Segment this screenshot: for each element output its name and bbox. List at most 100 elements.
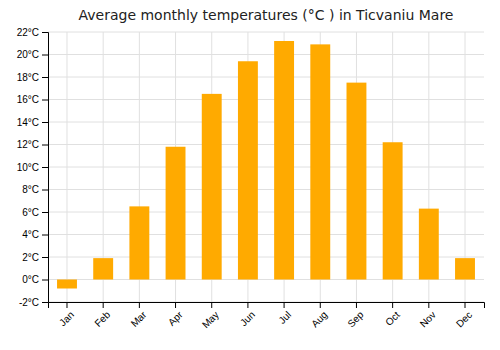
x-tick: Apr xyxy=(166,302,185,328)
x-tick-label: May xyxy=(200,309,221,330)
x-tick-mark xyxy=(103,302,104,308)
y-tick-mark xyxy=(42,235,48,236)
y-axis: -2°C0°C2°C4°C6°C8°C10°C12°C14°C16°C18°C2… xyxy=(17,27,49,308)
x-tick: Sep xyxy=(345,302,366,329)
x-tick-mark xyxy=(175,302,176,308)
y-tick: 12°C xyxy=(17,139,48,150)
x-tick-mark xyxy=(320,302,321,308)
x-axis: Jan Feb Mar Apr May Jun Jul Aug Sep Oct Nov Dec xyxy=(49,302,485,330)
y-tick: 20°C xyxy=(17,49,48,60)
x-tick: Feb xyxy=(92,302,112,329)
y-tick-mark xyxy=(42,100,48,101)
bar xyxy=(274,41,294,280)
y-tick-label: 4°C xyxy=(22,229,39,240)
x-tick: Nov xyxy=(418,302,438,329)
x-axis-line xyxy=(49,303,485,309)
y-axis-line xyxy=(42,33,49,303)
x-tick-label: Oct xyxy=(383,309,402,328)
grid-line-y xyxy=(48,189,484,190)
grid-line-y xyxy=(48,257,484,258)
plot: -2°C0°C2°C4°C6°C8°C10°C12°C14°C16°C18°C2… xyxy=(17,27,485,331)
x-tick-label: Jul xyxy=(276,309,293,326)
grid-line-y xyxy=(48,279,484,280)
x-tick-label: Nov xyxy=(418,309,438,329)
y-tick-label: 12°C xyxy=(17,139,39,150)
grid-line-y xyxy=(48,167,484,168)
y-tick: 4°C xyxy=(22,229,48,240)
y-tick-label: 22°C xyxy=(17,27,39,38)
y-tick: 14°C xyxy=(17,117,48,128)
y-tick-label: 8°C xyxy=(22,184,39,195)
y-tick-label: 6°C xyxy=(22,207,39,218)
chart: -2°C0°C2°C4°C6°C8°C10°C12°C14°C16°C18°C2… xyxy=(0,0,500,350)
grid xyxy=(48,32,484,302)
y-tick-mark xyxy=(42,32,48,33)
x-tick: Oct xyxy=(383,302,402,328)
y-tick-mark xyxy=(42,122,48,123)
x-tick-label: Apr xyxy=(166,309,185,328)
y-tick: 0°C xyxy=(22,274,48,285)
grid-line-x xyxy=(66,32,67,302)
x-tick: May xyxy=(200,302,221,330)
x-tick-mark xyxy=(392,302,393,308)
y-tick: 22°C xyxy=(17,27,48,38)
grid-line-y xyxy=(48,122,484,123)
y-tick: 16°C xyxy=(17,94,48,105)
y-tick-label: 0°C xyxy=(22,274,39,285)
y-tick-mark xyxy=(42,302,48,303)
x-tick-label: Jun xyxy=(238,309,257,328)
x-tick: Jul xyxy=(276,302,293,326)
x-tick-mark xyxy=(465,302,466,308)
x-tick: Jun xyxy=(238,302,257,328)
y-tick-mark xyxy=(42,280,48,281)
grid-line-y xyxy=(48,212,484,213)
y-tick-label: -2°C xyxy=(19,297,39,308)
x-tick-mark xyxy=(66,302,67,308)
x-tick-mark xyxy=(428,302,429,308)
grid-line-y xyxy=(48,144,484,145)
bar xyxy=(347,83,367,280)
x-tick-mark xyxy=(247,302,248,308)
grid-line-y xyxy=(48,32,484,33)
y-tick-label: 16°C xyxy=(17,94,39,105)
y-tick: -2°C xyxy=(19,297,48,308)
y-tick-mark xyxy=(42,167,48,168)
x-tick-label: Jan xyxy=(57,309,76,328)
x-tick-mark xyxy=(211,302,212,308)
y-tick-label: 20°C xyxy=(17,49,39,60)
bar xyxy=(383,142,403,279)
x-tick: Dec xyxy=(454,302,474,329)
bar xyxy=(310,44,330,279)
grid-line-y xyxy=(48,54,484,55)
y-tick-mark xyxy=(42,212,48,213)
grid-line-y xyxy=(48,234,484,235)
x-tick-mark xyxy=(139,302,140,308)
y-tick-mark xyxy=(42,145,48,146)
x-tick-label: Mar xyxy=(129,309,149,329)
y-tick-mark xyxy=(42,190,48,191)
y-tick-mark xyxy=(42,55,48,56)
y-tick-mark xyxy=(42,257,48,258)
x-tick: Mar xyxy=(129,302,149,329)
y-tick-label: 2°C xyxy=(22,252,39,263)
y-tick: 2°C xyxy=(22,252,48,263)
bar xyxy=(57,280,77,289)
x-tick-label: Aug xyxy=(309,309,329,329)
x-tick: Jan xyxy=(57,302,76,328)
x-tick-mark xyxy=(356,302,357,308)
bar xyxy=(238,61,258,279)
y-tick-label: 18°C xyxy=(17,72,39,83)
y-tick: 18°C xyxy=(17,72,48,83)
bar xyxy=(93,258,113,279)
x-tick-label: Feb xyxy=(92,309,112,329)
x-tick-mark xyxy=(284,302,285,308)
bar xyxy=(455,258,475,279)
bars xyxy=(57,41,475,289)
x-tick-label: Dec xyxy=(454,309,474,329)
bar xyxy=(419,209,439,280)
x-tick: Aug xyxy=(309,302,329,329)
y-tick: 8°C xyxy=(22,184,48,195)
y-tick-mark xyxy=(42,77,48,78)
bar xyxy=(129,206,149,279)
x-tick-label: Sep xyxy=(345,309,366,330)
